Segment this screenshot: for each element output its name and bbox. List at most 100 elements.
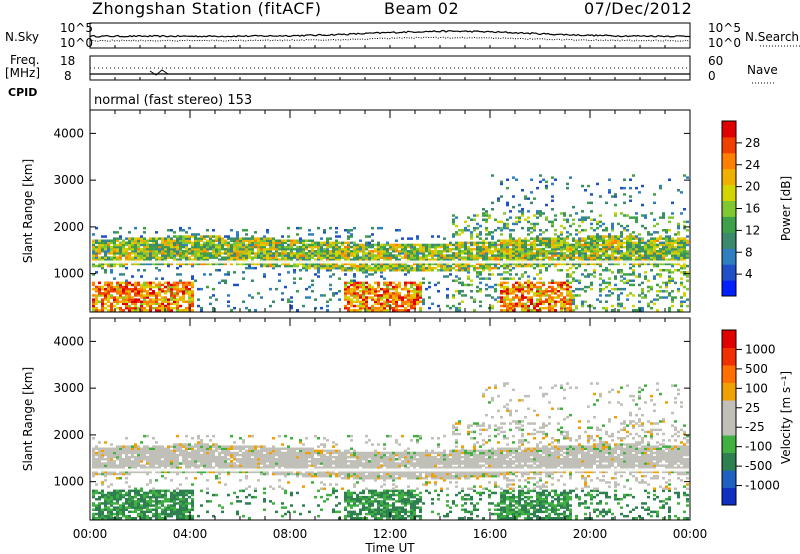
- echo-cell: [359, 281, 362, 285]
- echo-cell: [389, 294, 392, 297]
- echo-cell: [578, 252, 581, 255]
- echo-cell: [272, 245, 275, 249]
- echo-cell: [134, 302, 137, 306]
- echo-cell: [110, 500, 113, 503]
- echo-cell: [161, 455, 164, 459]
- echo-cell: [167, 455, 170, 459]
- echo-cell: [212, 229, 215, 232]
- echo-cell: [518, 264, 521, 268]
- echo-cell: [143, 514, 146, 518]
- echo-cell: [428, 296, 431, 299]
- echo-cell: [320, 256, 323, 259]
- echo-cell: [683, 241, 686, 245]
- echo-cell: [470, 250, 473, 253]
- echo-cell: [569, 224, 572, 228]
- echo-cell: [176, 300, 179, 303]
- echo-cell: [590, 258, 593, 261]
- echo-cell: [686, 273, 689, 276]
- echo-cell: [557, 269, 560, 272]
- echo-cell: [116, 283, 119, 287]
- echo-cell: [449, 273, 452, 276]
- echo-cell: [656, 283, 659, 287]
- echo-cell: [356, 292, 359, 295]
- echo-cell: [158, 489, 161, 493]
- echo-cell: [581, 250, 584, 253]
- echo-cell: [116, 451, 119, 455]
- echo-cell: [551, 309, 554, 312]
- echo-cell: [353, 256, 356, 259]
- echo-cell: [524, 290, 527, 293]
- echo-cell: [503, 287, 506, 291]
- echo-cell: [362, 271, 365, 274]
- echo-cell: [413, 254, 416, 257]
- echo-cell: [140, 250, 143, 253]
- echo-cell: [194, 241, 197, 245]
- echo-cell: [344, 250, 347, 253]
- echo-cell: [497, 243, 500, 247]
- echo-cell: [152, 514, 155, 518]
- echo-cell: [377, 302, 380, 306]
- echo-cell: [335, 256, 338, 259]
- echo-cell: [212, 250, 215, 253]
- echo-cell: [302, 250, 305, 253]
- echo-cell: [353, 241, 356, 245]
- echo-cell: [116, 252, 119, 255]
- echo-cell: [455, 275, 458, 278]
- echo-cell: [503, 254, 506, 257]
- echo-cell: [578, 294, 581, 297]
- echo-cell: [521, 208, 524, 211]
- echo-cell: [365, 256, 368, 259]
- echo-cell: [95, 285, 98, 289]
- echo-cell: [101, 287, 104, 291]
- echo-cell: [143, 500, 146, 503]
- echo-cell: [224, 281, 227, 285]
- echo-cell: [119, 466, 122, 469]
- echo-cell: [686, 176, 689, 179]
- echo-cell: [362, 292, 365, 295]
- echo-cell: [152, 292, 155, 295]
- echo-cell: [518, 290, 521, 293]
- echo-cell: [110, 283, 113, 287]
- echo-cell: [335, 264, 338, 268]
- echo-cell: [527, 292, 530, 295]
- echo-cell: [104, 495, 107, 499]
- echo-cell: [167, 489, 170, 493]
- echo-cell: [323, 250, 326, 253]
- echo-cell: [392, 300, 395, 303]
- echo-cell: [269, 254, 272, 257]
- echo-cell: [530, 226, 533, 230]
- echo-cell: [170, 237, 173, 240]
- echo-cell: [422, 250, 425, 253]
- echo-cell: [155, 458, 158, 461]
- echo-cell: [218, 258, 221, 261]
- echo-cell: [599, 224, 602, 228]
- echo-cell: [107, 243, 110, 247]
- echo-cell: [413, 243, 416, 247]
- echo-cell: [638, 262, 641, 266]
- echo-cell: [404, 309, 407, 312]
- echo-cell: [491, 273, 494, 276]
- echo-cell: [95, 241, 98, 245]
- echo-cell: [167, 514, 170, 518]
- echo-cell: [98, 243, 101, 247]
- echo-cell: [230, 239, 233, 242]
- echo-cell: [209, 237, 212, 240]
- echo-cell: [404, 287, 407, 291]
- echo-cell: [551, 254, 554, 257]
- echo-cell: [272, 258, 275, 261]
- echo-cell: [503, 304, 506, 308]
- echo-cell: [146, 262, 149, 266]
- echo-cell: [485, 220, 488, 224]
- echo-cell: [185, 285, 188, 289]
- echo-cell: [149, 447, 152, 450]
- echo-cell: [392, 302, 395, 306]
- echo-cell: [119, 250, 122, 253]
- echo-cell: [197, 258, 200, 261]
- echo-cell: [266, 229, 269, 232]
- echo-cell: [167, 239, 170, 242]
- echo-cell: [293, 252, 296, 255]
- echo-cell: [101, 451, 104, 455]
- echo-cell: [125, 285, 128, 289]
- echo-cell: [593, 262, 596, 266]
- echo-cell: [170, 504, 173, 507]
